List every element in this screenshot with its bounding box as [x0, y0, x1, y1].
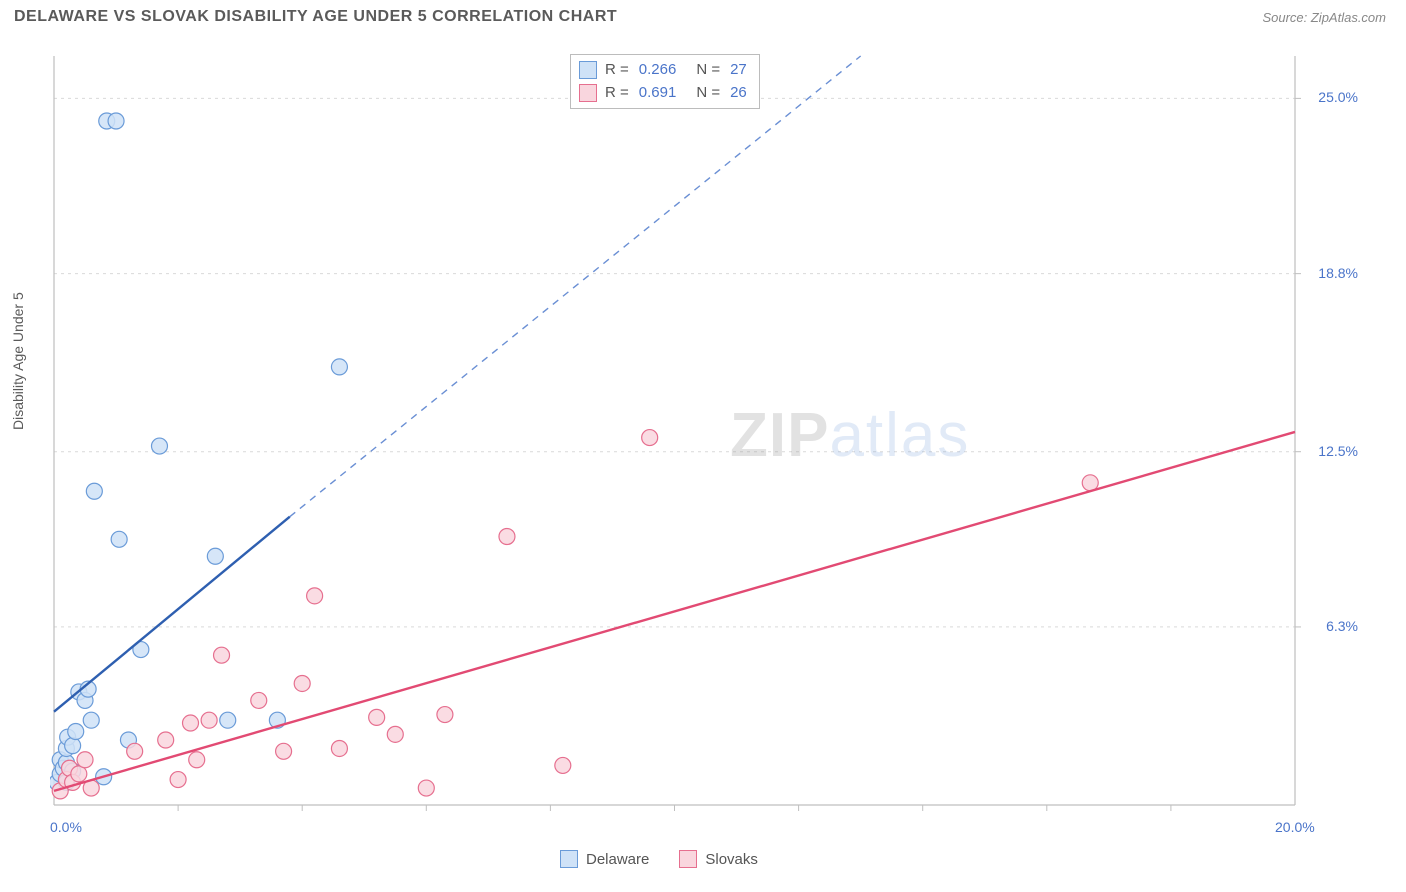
legend-label-slovaks: Slovaks: [705, 851, 758, 868]
source-name: ZipAtlas.com: [1311, 10, 1386, 25]
legend-swatch-slovaks: [679, 850, 697, 868]
r-label: R =: [605, 82, 629, 105]
legend-series: Delaware Slovaks: [560, 850, 758, 868]
legend-item-slovaks: Slovaks: [679, 850, 758, 868]
n-label: N =: [696, 82, 720, 105]
legend-label-delaware: Delaware: [586, 851, 649, 868]
y-tick-label: 12.5%: [1318, 443, 1358, 459]
x-tick-left: 0.0%: [50, 819, 82, 835]
legend-swatch-delaware: [579, 61, 597, 79]
r-value-delaware: 0.266: [639, 59, 677, 82]
chart-title: DELAWARE VS SLOVAK DISABILITY AGE UNDER …: [14, 8, 617, 26]
r-label: R =: [605, 59, 629, 82]
y-tick-label: 25.0%: [1318, 89, 1358, 105]
legend-row-slovaks: R = 0.691 N = 26: [579, 82, 747, 105]
source-attribution: Source: ZipAtlas.com: [1262, 10, 1386, 25]
legend-swatch-delaware: [560, 850, 578, 868]
chart-header: DELAWARE VS SLOVAK DISABILITY AGE UNDER …: [0, 0, 1406, 30]
y-tick-label: 18.8%: [1318, 265, 1358, 281]
y-tick-label: 6.3%: [1326, 618, 1358, 634]
legend-item-delaware: Delaware: [560, 850, 649, 868]
chart-area: [50, 50, 1350, 815]
y-axis-label: Disability Age Under 5: [10, 292, 26, 430]
legend-row-delaware: R = 0.266 N = 27: [579, 59, 747, 82]
source-prefix: Source:: [1262, 10, 1310, 25]
legend-swatch-slovaks: [579, 84, 597, 102]
n-value-delaware: 27: [730, 59, 747, 82]
scatter-plot: [50, 50, 1350, 815]
n-label: N =: [696, 59, 720, 82]
r-value-slovaks: 0.691: [639, 82, 677, 105]
x-tick-right: 20.0%: [1275, 819, 1315, 835]
n-value-slovaks: 26: [730, 82, 747, 105]
legend-correlation: R = 0.266 N = 27 R = 0.691 N = 26: [570, 54, 760, 109]
